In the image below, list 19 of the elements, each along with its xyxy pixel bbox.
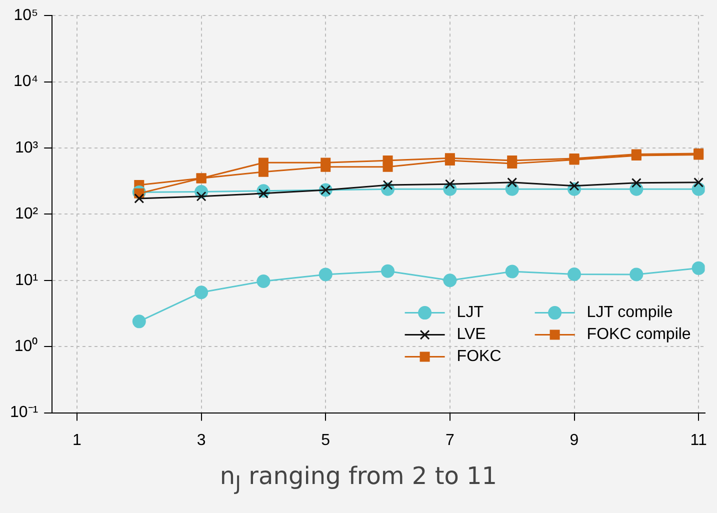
x-tick-label: 9 [570, 432, 579, 449]
legend-label: LVE [456, 326, 486, 344]
y-tick-label: 10⁴ [13, 73, 38, 90]
y-tick-label: 10² [15, 206, 39, 223]
y-tick-label: 10⁻¹ [10, 404, 38, 422]
legend-label: FOKC [456, 348, 502, 366]
legend-label: FOKC compile [586, 326, 691, 344]
x-tick-label: 3 [196, 432, 206, 449]
x-axis-title: n$_{J}$ ranging from 2 to 11 [218, 462, 498, 495]
y-tick-label: 10¹ [15, 272, 38, 289]
y-tick-label: 10³ [15, 139, 39, 156]
x-tick-label: 11 [690, 432, 707, 449]
y-tick-label: 10⁰ [14, 337, 38, 356]
legend-label: LJT [456, 304, 484, 322]
x-tick-label: 1 [72, 432, 82, 449]
x-tick-label: 5 [321, 432, 330, 449]
x-tick-label: 7 [445, 432, 454, 449]
y-tick-label: 10⁵ [14, 7, 38, 24]
legend-label: LJT compile [586, 304, 673, 322]
